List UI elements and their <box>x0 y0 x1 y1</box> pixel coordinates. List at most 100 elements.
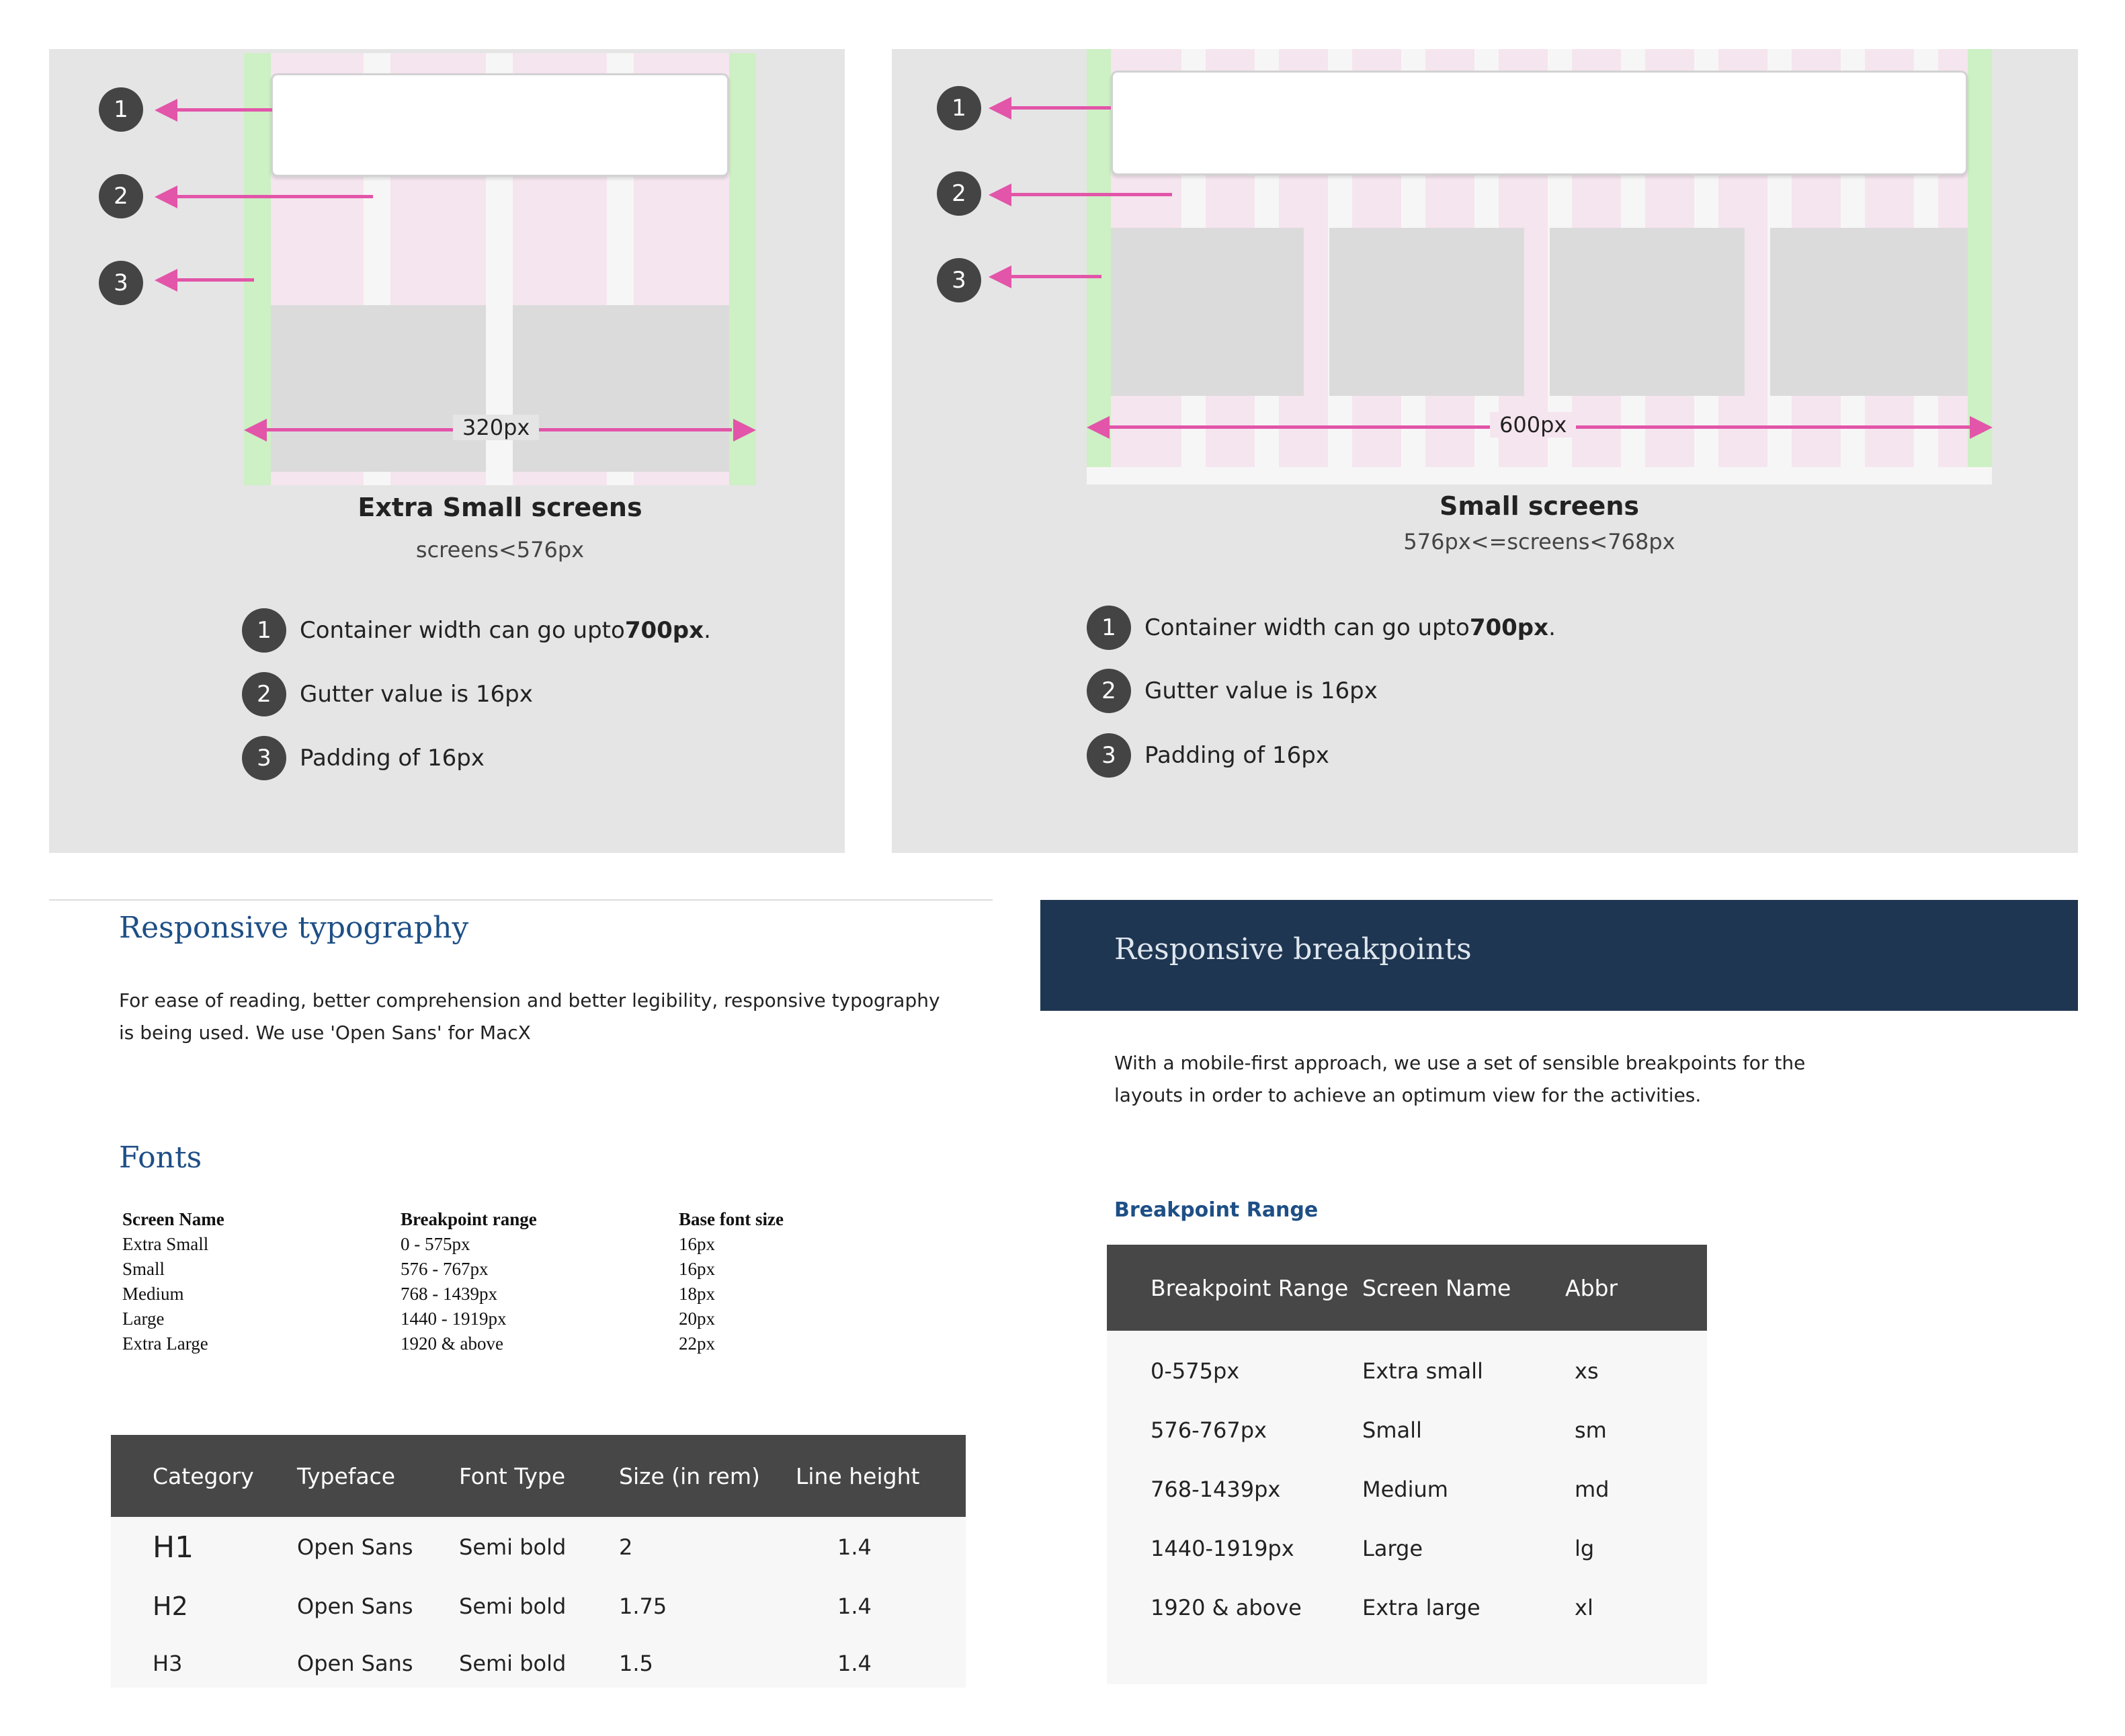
legend-text: Container width can go upto <box>300 617 625 644</box>
badge-2: 2 <box>937 171 981 216</box>
table-cell: Small <box>122 1259 165 1279</box>
legend-item: 3 Padding of 16px <box>1087 733 1329 778</box>
table-row: 1920 & above Extra large xl <box>1107 1578 1707 1637</box>
table-row: 0-575px Extra small xs <box>1107 1331 1707 1401</box>
table-cell: 576 - 767px <box>401 1259 489 1279</box>
col-header: Category <box>111 1435 296 1517</box>
category-cell: H2 <box>111 1577 296 1635</box>
legend-bold: 700px <box>1469 614 1549 641</box>
legend-item: 2 Gutter value is 16px <box>1087 669 1378 713</box>
sm-grid-diagram <box>1087 49 1992 485</box>
pointer-arrow <box>173 278 254 282</box>
table-cell: Extra Small <box>122 1234 209 1254</box>
table-cell: 1920 & above <box>401 1333 503 1354</box>
col-header: Breakpoint Range <box>1107 1245 1362 1331</box>
table-cell: Semi bold <box>458 1635 618 1688</box>
screen-title: Extra Small screens <box>358 493 642 522</box>
table-cell: Small <box>1362 1401 1565 1460</box>
badge-2: 2 <box>242 672 286 716</box>
width-label: 320px <box>453 415 540 440</box>
fonts-table: Screen Name Breakpoint range Base font s… <box>120 1207 816 1356</box>
badge-3: 3 <box>1087 733 1131 778</box>
xs-grid-diagram <box>244 53 756 485</box>
badge-1: 1 <box>242 608 286 653</box>
table-cell: 1.4 <box>796 1577 966 1635</box>
table-row: H1 Open Sans Semi bold 2 1.4 <box>111 1517 966 1577</box>
badge-2: 2 <box>99 174 143 218</box>
legend-text: Padding of 16px <box>300 745 485 772</box>
breakpoints-body-line: With a mobile-first approach, we use a s… <box>1114 1052 1806 1074</box>
legend-text: Gutter value is 16px <box>1144 677 1378 704</box>
category-cell: H1 <box>111 1517 296 1577</box>
padding-right <box>729 53 756 485</box>
table-cell: 0 - 575px <box>401 1234 470 1254</box>
table-cell: Medium <box>1362 1460 1565 1519</box>
table-cell: Semi bold <box>458 1577 618 1635</box>
header-container-box <box>271 73 729 177</box>
table-cell: 1440-1919px <box>1107 1519 1362 1578</box>
table-cell: 1.4 <box>796 1517 966 1577</box>
category-table: Category Typeface Font Type Size (in rem… <box>111 1435 966 1688</box>
col-header: Base font size <box>679 1209 784 1229</box>
badge-3: 3 <box>242 736 286 780</box>
badge-3: 3 <box>99 261 143 305</box>
table-cell: 768 - 1439px <box>401 1284 497 1304</box>
table-header-row: Breakpoint Range Screen Name Abbr <box>1107 1245 1707 1331</box>
table-cell: md <box>1565 1460 1707 1519</box>
breakpoints-description: With a mobile-first approach, we use a s… <box>1114 1047 1805 1112</box>
breakpoints-heading: Responsive breakpoints <box>1114 932 1472 966</box>
padding-left <box>1087 49 1111 467</box>
table-cell: 0-575px <box>1107 1331 1362 1401</box>
pointer-arrow <box>1007 193 1172 196</box>
table-cell: Semi bold <box>458 1517 618 1577</box>
table-cell: 16px <box>679 1259 715 1279</box>
legend-bold: 700px <box>624 617 704 644</box>
col-header: Screen Name <box>122 1209 224 1229</box>
table-cell: Large <box>122 1309 165 1329</box>
breakpoints-body-line: layouts in order to achieve an optimum v… <box>1114 1084 1702 1106</box>
badge-3: 3 <box>937 258 981 302</box>
table-row: 576-767px Small sm <box>1107 1401 1707 1460</box>
table-cell: lg <box>1565 1519 1707 1578</box>
content-block <box>1111 228 1304 396</box>
table-cell: 16px <box>679 1234 715 1254</box>
legend-text: Gutter value is 16px <box>300 681 533 708</box>
table-cell: 1440 - 1919px <box>401 1309 507 1329</box>
table-cell <box>1565 1637 1707 1684</box>
table-row <box>1107 1637 1707 1684</box>
pointer-arrow <box>1007 275 1101 278</box>
table-cell: xl <box>1565 1578 1707 1637</box>
fonts-heading: Fonts <box>119 1141 202 1175</box>
legend-item: 1 Container width can go upto ​700px. <box>242 608 711 653</box>
col-header: Typeface <box>296 1435 458 1517</box>
table-cell: 18px <box>679 1284 715 1304</box>
legend-suffix: . <box>1548 614 1556 641</box>
col-header: Breakpoint range <box>401 1209 537 1229</box>
content-block <box>271 305 486 472</box>
width-label: 600px <box>1490 412 1577 438</box>
col-header: Size (in rem) <box>618 1435 796 1517</box>
legend-suffix: . <box>704 617 711 644</box>
pointer-arrow <box>173 195 373 198</box>
col-header: Font Type <box>458 1435 618 1517</box>
table-cell: Open Sans <box>296 1577 458 1635</box>
table-cell: 20px <box>679 1309 715 1329</box>
legend-item: 3 Padding of 16px <box>242 736 485 780</box>
badge-1: 1 <box>937 86 981 130</box>
table-cell: 1.4 <box>796 1635 966 1688</box>
header-container-box <box>1111 71 1968 175</box>
table-cell: 22px <box>679 1333 715 1354</box>
table-row: H2 Open Sans Semi bold 1.75 1.4 <box>111 1577 966 1635</box>
breakpoint-range-subheading: Breakpoint Range <box>1114 1198 1319 1222</box>
table-row: 1440-1919px Large lg <box>1107 1519 1707 1578</box>
table-header-row: Category Typeface Font Type Size (in rem… <box>111 1435 966 1517</box>
table-row: Medium 768 - 1439px 18px <box>120 1282 816 1307</box>
table-row: Extra Large 1920 & above 22px <box>120 1331 816 1356</box>
table-cell <box>1107 1637 1362 1684</box>
badge-1: 1 <box>1087 606 1131 650</box>
padding-left <box>244 53 271 485</box>
typography-body-line: is being used. We use 'Open Sans' for Ma… <box>119 1022 531 1044</box>
breakpoints-table: Breakpoint Range Screen Name Abbr 0-575p… <box>1107 1245 1707 1684</box>
arrow-right-icon <box>1970 416 1993 439</box>
table-cell: 1920 & above <box>1107 1578 1362 1637</box>
